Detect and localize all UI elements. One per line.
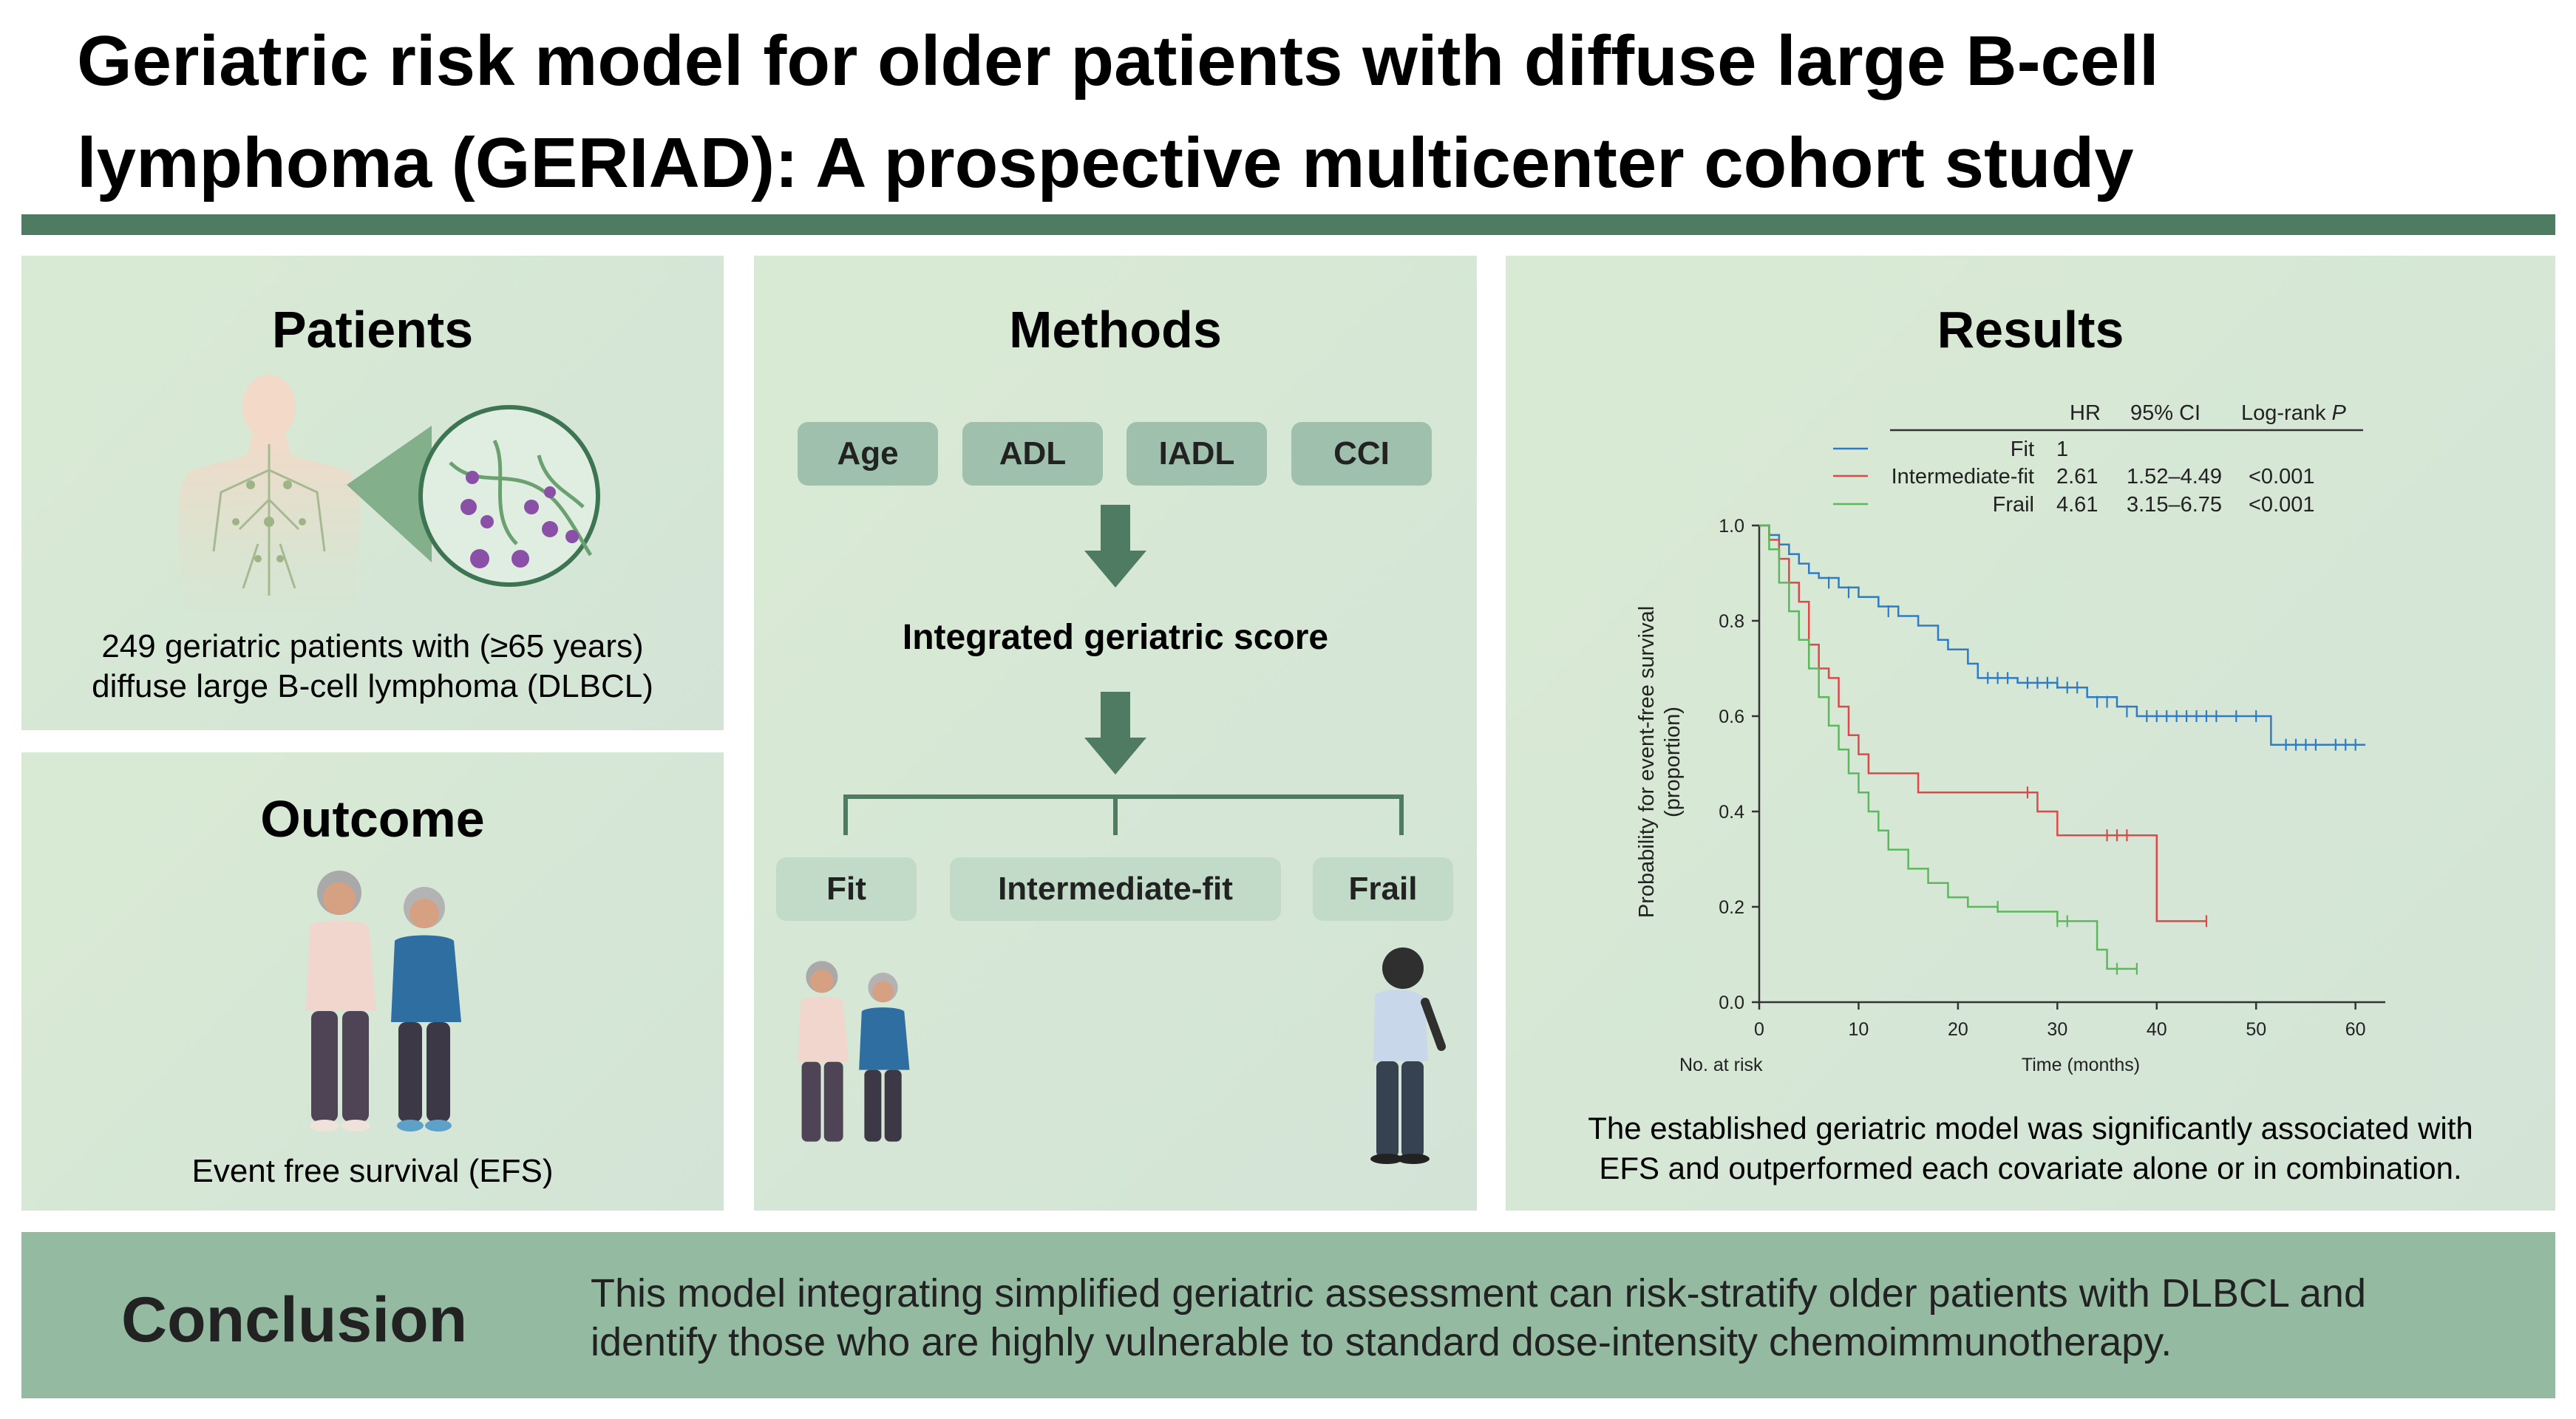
results-summary-line1: The established geriatric model was sign… bbox=[1588, 1111, 2473, 1146]
hr-table: HR 95% CI Log-rank P Fit 1 Intermediate-… bbox=[1833, 401, 2363, 517]
input-iadl: IADL bbox=[1126, 422, 1267, 486]
branch-connector bbox=[843, 794, 1404, 835]
table-row-fit-hr: 1 bbox=[2056, 438, 2068, 461]
y-tick-label: 0.6 bbox=[1719, 707, 1744, 727]
methods-panel: Methods Age ADL IADL CCI Integrated geri… bbox=[754, 256, 1477, 1211]
conclusion-line1: This model integrating simplified geriat… bbox=[591, 1271, 2366, 1316]
km-survival-chart: HR 95% CI Log-rank P Fit 1 Intermediate-… bbox=[1635, 401, 2385, 1075]
conclusion-band: Conclusion This model integrating simpli… bbox=[21, 1232, 2555, 1398]
input-cci: CCI bbox=[1291, 422, 1432, 486]
table-row-int-label: Intermediate-fit bbox=[1892, 465, 2034, 489]
logrank-label: Log-rank bbox=[2241, 401, 2326, 425]
table-row-frail-hr: 4.61 bbox=[2056, 493, 2098, 517]
km-curve-fit bbox=[1759, 524, 2366, 746]
y-tick-label: 0.2 bbox=[1719, 897, 1744, 918]
group-frail: Frail bbox=[1313, 857, 1453, 921]
table-header-logrank: Log-rank P bbox=[2241, 401, 2347, 425]
patients-line2: diffuse large B-cell lymphoma (DLBCL) bbox=[92, 668, 653, 704]
table-row-int-p: <0.001 bbox=[2249, 465, 2315, 489]
conclusion-line2: identify those who are highly vulnerable… bbox=[591, 1320, 2172, 1364]
outcome-caption: Event free survival (EFS) bbox=[191, 1153, 554, 1189]
patients-panel: Patients bbox=[21, 256, 724, 730]
down-arrow-icon bbox=[1084, 692, 1146, 775]
table-header-hr: HR bbox=[2070, 401, 2101, 425]
fit-couple-icon bbox=[798, 961, 910, 1142]
km-curve-intermediate-fit bbox=[1759, 524, 2206, 922]
x-tick-label: 50 bbox=[2246, 1019, 2266, 1040]
y-axis-label-line1: Probability for event-free survival bbox=[1635, 606, 1659, 918]
conclusion-label: Conclusion bbox=[121, 1284, 468, 1355]
table-row-frail-label: Frail bbox=[1993, 493, 2034, 517]
results-heading: Results bbox=[1937, 301, 2124, 358]
page-title: Geriatric risk model for older patients … bbox=[77, 21, 2159, 203]
x-tick-label: 0 bbox=[1754, 1019, 1764, 1040]
y-tick-label: 0.0 bbox=[1719, 993, 1744, 1013]
results-summary-line2: EFS and outperformed each covariate alon… bbox=[1599, 1151, 2462, 1185]
down-arrow-icon bbox=[1084, 505, 1146, 588]
lymphatic-body-icon bbox=[177, 375, 600, 610]
x-tick-label: 60 bbox=[2345, 1019, 2366, 1040]
walking-couple-icon bbox=[306, 871, 461, 1132]
logrank-p: P bbox=[2332, 401, 2347, 425]
table-row-fit-label: Fit bbox=[2011, 438, 2034, 461]
y-tick-label: 0.4 bbox=[1719, 802, 1744, 823]
table-header-ci: 95% CI bbox=[2130, 401, 2201, 425]
group-fit: Fit bbox=[776, 857, 917, 921]
patients-line1: 249 geriatric patients with (≥65 years) bbox=[101, 628, 644, 664]
y-tick-label: 1.0 bbox=[1719, 516, 1744, 537]
outcome-heading: Outcome bbox=[260, 790, 485, 848]
y-tick-label: 0.8 bbox=[1719, 611, 1744, 632]
chart-axes: 0 10 20 30 40 50 60 0.0 0.2 0.4 0.6 0.8 1.0 bbox=[1719, 516, 2385, 1040]
x-tick-label: 20 bbox=[1948, 1019, 1968, 1040]
km-curve-frail bbox=[1759, 524, 2137, 970]
table-row-int-ci: 1.52–4.49 bbox=[2127, 465, 2222, 489]
x-axis-label: Time (months) bbox=[2022, 1055, 2140, 1075]
group-intermediate-fit: Intermediate-fit bbox=[950, 857, 1281, 921]
methods-heading: Methods bbox=[1009, 301, 1222, 358]
x-tick-label: 40 bbox=[2147, 1019, 2167, 1040]
conclusion-text: This model integrating simplified geriat… bbox=[591, 1269, 2512, 1367]
patients-heading: Patients bbox=[271, 301, 474, 358]
table-row-frail-ci: 3.15–6.75 bbox=[2127, 493, 2222, 517]
chart-series bbox=[1759, 524, 2366, 975]
outcome-panel: Outcome Event free survival (EFS) bbox=[21, 752, 724, 1211]
table-row-int-hr: 2.61 bbox=[2056, 465, 2098, 489]
input-age: Age bbox=[798, 422, 938, 486]
table-row-frail-p: <0.001 bbox=[2249, 493, 2315, 517]
input-adl: ADL bbox=[962, 422, 1103, 486]
x-tick-label: 10 bbox=[1849, 1019, 1869, 1040]
results-panel: Results HR 95% CI Log-rank P Fit 1 Inter… bbox=[1506, 256, 2555, 1211]
at-risk-label: No. at risk bbox=[1679, 1055, 1763, 1075]
integrated-score-label: Integrated geriatric score bbox=[902, 618, 1329, 657]
y-axis-label-line2: (proportion) bbox=[1661, 707, 1685, 817]
x-tick-label: 30 bbox=[2047, 1019, 2067, 1040]
title-divider bbox=[21, 214, 2555, 235]
frail-person-icon bbox=[1370, 947, 1446, 1164]
